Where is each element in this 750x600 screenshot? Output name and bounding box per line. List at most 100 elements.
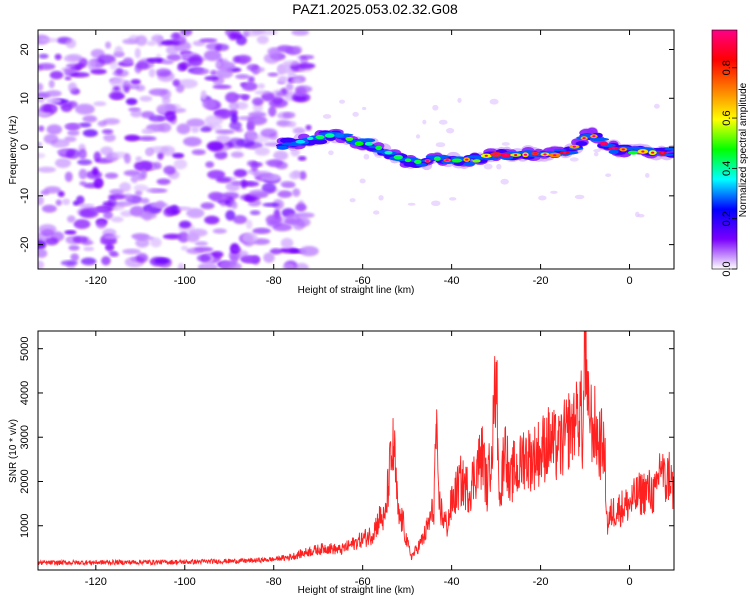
heatmap-cell [79, 181, 87, 186]
snr-x-tick-label: 0 [626, 576, 632, 588]
heatmap-cell [262, 202, 280, 207]
heatmap-cell [139, 95, 153, 102]
heatmap-cell [431, 200, 441, 207]
heatmap-cell [243, 181, 260, 187]
heatmap-cell [215, 129, 235, 135]
heatmap-cell [363, 153, 370, 160]
heatmap-cell [569, 157, 579, 162]
snr-y-axis-label: SNR (10 * v/v) [8, 419, 19, 483]
heatmap-cell [484, 154, 488, 157]
snr-y-tick-label: 3000 [19, 425, 31, 449]
heatmap-cell [105, 243, 114, 252]
heatmap-cell [172, 79, 180, 87]
heatmap-cell [582, 137, 586, 140]
colorbar-ticks: 0.0 0.2 0.4 0.6 0.8 [721, 60, 737, 277]
heatmap-cell [134, 190, 143, 196]
heatmap-cell [82, 129, 98, 137]
snr-series-line [38, 331, 674, 567]
heatmap-cell [46, 124, 63, 135]
heatmap-cell [602, 142, 606, 145]
heatmap-cell [247, 76, 255, 83]
heatmap-cell [156, 178, 171, 185]
colorbar-frame [711, 29, 738, 270]
heatmap-cell [339, 99, 346, 104]
snr-x-tick-label: -80 [266, 576, 282, 588]
heatmap-cell [225, 210, 236, 221]
heatmap-cell [93, 151, 101, 162]
heatmap-cell [124, 193, 133, 202]
heatmap-cell [621, 148, 625, 151]
spectrogram-x-tick-label: -80 [266, 275, 282, 287]
snr-y-ticks: 1000 2000 3000 4000 5000 [19, 336, 674, 538]
heatmap-cell [60, 103, 73, 112]
heatmap-cell [60, 260, 78, 266]
heatmap-cell [65, 38, 77, 49]
heatmap-cell [38, 53, 49, 59]
heatmap-cell [38, 125, 45, 132]
heatmap-cell [457, 97, 462, 103]
heatmap-cell [38, 195, 45, 206]
heatmap-cell [204, 215, 220, 225]
heatmap-cell [202, 99, 217, 110]
heatmap-cell [40, 37, 59, 43]
heatmap-cell [203, 50, 222, 61]
heatmap-cell [72, 235, 89, 244]
heatmap-cell [422, 119, 427, 125]
heatmap-cell [40, 103, 51, 113]
heatmap-cell [178, 220, 192, 229]
heatmap-cell [295, 86, 307, 97]
heatmap-cell [70, 72, 90, 78]
heatmap-cell [64, 230, 77, 235]
heatmap-cell [360, 138, 376, 143]
heatmap-cell [172, 152, 185, 159]
heatmap-cell [64, 136, 77, 143]
heatmap-cell [136, 173, 144, 181]
colorbar-tick-label: 0.6 [721, 110, 733, 125]
heatmap-cell [146, 188, 158, 193]
heatmap-cell [95, 220, 107, 229]
colorbar-tick-label: 0.2 [721, 211, 733, 226]
heatmap-cell [252, 170, 273, 178]
heatmap-cell [140, 111, 155, 119]
heatmap-cell [252, 227, 271, 234]
heatmap-cell [62, 198, 71, 206]
heatmap-cell [135, 238, 150, 248]
heatmap-cell [109, 60, 118, 70]
heatmap-cell [240, 179, 248, 189]
heatmap-cell [433, 156, 441, 161]
heatmap-cell [407, 202, 416, 206]
heatmap-cell [78, 122, 92, 128]
heatmap-cell [465, 158, 469, 161]
heatmap-cell [257, 83, 265, 90]
heatmap-cell [254, 90, 271, 95]
heatmap-cell [162, 59, 174, 65]
heatmap-cell [97, 54, 116, 65]
heatmap-cell [92, 167, 99, 176]
heatmap-cell [254, 147, 270, 156]
heatmap-cell [38, 248, 48, 258]
heatmap-cell [231, 201, 238, 210]
heatmap-cell [97, 120, 108, 127]
heatmap-cell [125, 98, 138, 106]
snr-frame [37, 330, 675, 571]
heatmap-cell [472, 159, 481, 163]
heatmap-cell [285, 82, 294, 91]
heatmap-cell [55, 199, 62, 206]
heatmap-cell [183, 136, 202, 147]
heatmap-cell [103, 133, 116, 142]
heatmap-cell [109, 188, 124, 195]
heatmap-cell [130, 79, 141, 85]
heatmap-cell [129, 205, 145, 217]
colorbar-label: Normalized spectral amplitude [738, 82, 749, 217]
heatmap-cell [101, 256, 111, 266]
heatmap-cell [553, 154, 557, 157]
heatmap-cell [299, 170, 307, 181]
heatmap-cell [280, 180, 295, 187]
heatmap-cell [211, 193, 230, 203]
heatmap-cell [232, 215, 248, 225]
heatmap-cell [292, 127, 306, 135]
heatmap-cell [282, 111, 296, 119]
heatmap-cell [134, 47, 141, 59]
heatmap-cell [593, 148, 601, 153]
heatmap-cell [306, 136, 314, 141]
